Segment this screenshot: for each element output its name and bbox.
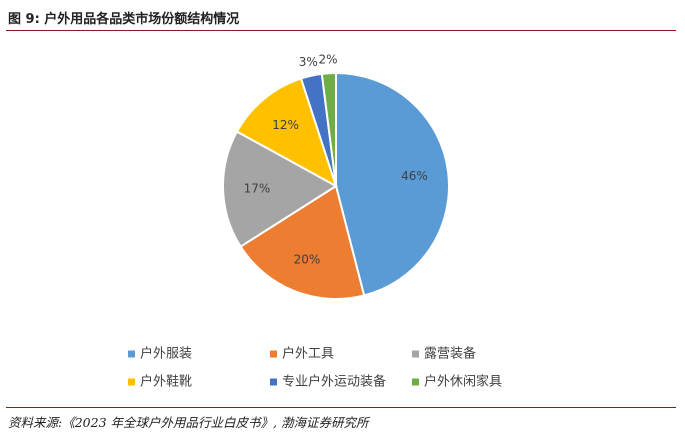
data-label-3: 12% bbox=[272, 118, 299, 132]
figure-title: 图 9: 户外用品各品类市场份额结构情况 bbox=[8, 12, 240, 27]
legend-swatch-4 bbox=[270, 378, 277, 386]
legend-label-0: 户外服装 bbox=[140, 346, 192, 362]
legend-swatch-3 bbox=[128, 378, 135, 386]
data-label-1: 20% bbox=[294, 253, 321, 267]
legend-swatch-0 bbox=[128, 350, 135, 358]
pie-slice-5 bbox=[320, 71, 337, 187]
data-label-5: 2% bbox=[318, 52, 337, 66]
pie-slice-1 bbox=[239, 184, 366, 300]
source-note: 资料来源:《2023 年全球户外用品行业白皮书》, 渤海证券研究所 bbox=[8, 415, 369, 430]
legend-label-4: 专业户外运动装备 bbox=[282, 374, 386, 390]
pie-labels: 46% 20% 17% 12% 3% 2% bbox=[244, 52, 428, 266]
data-label-4: 3% bbox=[299, 55, 318, 69]
title-divider bbox=[6, 30, 676, 31]
legend-swatch-5 bbox=[412, 378, 419, 386]
pie-slices bbox=[222, 71, 450, 300]
legend-label-1: 户外工具 bbox=[282, 346, 334, 362]
data-label-2: 17% bbox=[244, 182, 271, 196]
source-divider bbox=[6, 407, 676, 408]
legend-label-3: 户外鞋靴 bbox=[140, 374, 192, 390]
legend-label-5: 户外休闲家具 bbox=[424, 374, 502, 390]
legend-swatch-2 bbox=[412, 350, 419, 358]
pie-slice-2 bbox=[222, 130, 338, 248]
legend-swatch-1 bbox=[270, 350, 277, 358]
legend-label-2: 露营装备 bbox=[424, 346, 476, 362]
pie-slice-0 bbox=[335, 71, 450, 297]
data-label-0: 46% bbox=[401, 169, 428, 183]
pie-slice-3 bbox=[235, 77, 338, 189]
